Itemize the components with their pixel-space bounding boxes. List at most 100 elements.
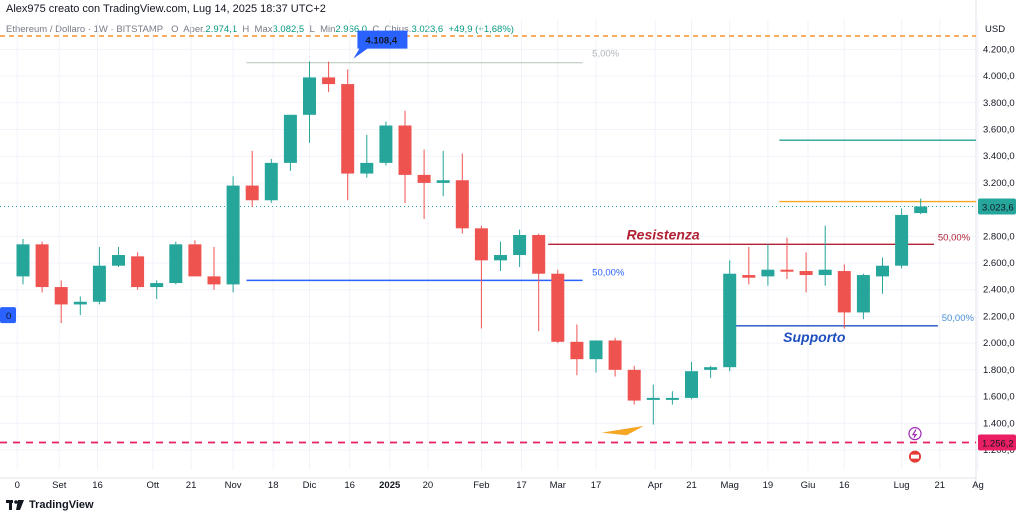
y-tick-label: 3.600,0 [983, 124, 1015, 135]
y-tick-label: 2.600,0 [983, 258, 1015, 269]
candle-body [895, 214, 909, 266]
arrow-icon [601, 425, 644, 436]
candle-body [379, 125, 393, 163]
currency-label: USD [985, 24, 1005, 35]
fib-mid-label: 50,00% [592, 267, 625, 278]
legend-high-label: H [242, 24, 250, 35]
candle-body [188, 244, 202, 277]
candle-body [207, 276, 221, 285]
candle-body [226, 185, 240, 285]
candle-body [73, 301, 87, 305]
lightning-glyph [911, 429, 918, 438]
candle-body [341, 84, 355, 174]
candle-body [35, 244, 49, 288]
candle-body [761, 269, 775, 277]
y-tick-label: 1.200,0 [983, 445, 1015, 456]
y-tick-label: 4.000,0 [983, 71, 1015, 82]
y-tick-label: 3.800,0 [983, 98, 1015, 109]
candle-body [589, 340, 603, 360]
legend-low: 2.966,0 [335, 24, 368, 35]
high-tag: 4.108,4 [365, 36, 397, 47]
x-tick-label: Giu [801, 480, 816, 491]
x-tick-label: Feb [473, 480, 489, 491]
candle-body [322, 77, 336, 85]
low-line-tag: 1.256,2 [982, 438, 1014, 449]
tradingview-logo-icon [6, 500, 24, 510]
candle-body [417, 174, 431, 183]
tradingview-footer[interactable]: TradingView [6, 499, 94, 511]
x-tick-label: 16 [92, 480, 103, 491]
time-axis: 0 Set 16 Ott 21 Nov 18 Dic 16 2025 20 Feb 17 Mar 17 Apr… [15, 480, 984, 491]
x-tick-label: Apr [648, 480, 663, 491]
x-tick-label: 21 [686, 480, 697, 491]
current-price-tag: 3.023,6 [982, 202, 1014, 213]
lightning-icon [908, 427, 922, 441]
candle-body [360, 162, 374, 174]
candle-body [627, 369, 641, 401]
candle-body [742, 275, 756, 278]
candle-body [837, 271, 851, 313]
y-tick-label: 3.400,0 [983, 151, 1015, 162]
y-tick-label: 1.400,0 [983, 418, 1015, 429]
resistance-label: Resistenza [627, 226, 700, 242]
fib-sup-label: 50,00% [942, 313, 975, 324]
candle-body [704, 367, 718, 370]
candle-body [16, 244, 30, 277]
x-tick-label: 0 [15, 480, 20, 491]
x-tick-label: Nov [225, 480, 242, 491]
y-tick-label: 2.400,0 [983, 285, 1015, 296]
candle-body [551, 273, 565, 342]
x-tick-label: 18 [268, 480, 279, 491]
candle-body [131, 256, 145, 288]
legend-high: 3.082,5 [272, 24, 305, 35]
chart-attribution: Alex975 creato con TradingView.com, Lug … [6, 3, 326, 15]
x-tick-label: 17 [591, 480, 602, 491]
x-tick-label: 16 [839, 480, 850, 491]
fib-top-label: 5,00% [592, 49, 619, 60]
x-tick-label: 21 [935, 480, 946, 491]
tradingview-brand: TradingView [29, 499, 94, 511]
candle-body [92, 265, 106, 302]
candle-body [799, 271, 813, 276]
candle-body [646, 397, 660, 400]
fib-res-label: 50,00% [938, 232, 971, 243]
candle-body [608, 340, 622, 370]
legend-high-prefix: Max [254, 24, 273, 35]
x-tick-label: Dic [303, 480, 317, 491]
candle-body [169, 244, 183, 284]
candle-body [150, 283, 164, 288]
candlestick-series [16, 61, 928, 425]
x-tick-label: Set [52, 480, 67, 491]
y-tick-label: 3.200,0 [983, 178, 1015, 189]
chart-drawings: 5,00% 50,00% Resistenza 50,00% Supporto 50,00… [0, 35, 976, 444]
candle-body [876, 265, 889, 277]
candle-body [398, 125, 412, 175]
candle-body [914, 206, 928, 214]
candle-body [723, 273, 737, 368]
candle-body [494, 255, 507, 261]
y-tick-label: 2.200,0 [983, 311, 1015, 322]
y-tick-label: 2.800,0 [983, 231, 1015, 242]
high-tag-bg [353, 30, 408, 59]
legend-open: 2.974,1 [205, 24, 238, 35]
x-tick-label: Ag [972, 480, 984, 491]
x-tick-label: 16 [344, 480, 355, 491]
legend-close: 3.023,6 [411, 24, 444, 35]
legend-symbol: Ethereum / Dollaro · 1W · BITSTAMP [6, 24, 164, 35]
y-tick-label: 2.000,0 [983, 338, 1015, 349]
candle-body [54, 287, 68, 305]
current-price-tag-bg [978, 198, 1016, 215]
x-tick-label: Ott [147, 480, 160, 491]
y-tick-label: 4.200,0 [983, 44, 1015, 55]
legend-low-label: L [309, 24, 315, 35]
candle-body [264, 162, 278, 201]
candle-body [570, 341, 584, 360]
y-tick-label: 1.600,0 [983, 392, 1015, 403]
x-tick-label: 21 [186, 480, 197, 491]
x-tick-label: 17 [516, 480, 527, 491]
x-tick-label: Lug [894, 480, 910, 491]
x-tick-label: Mag [720, 480, 738, 491]
y-tick-label: 1.800,0 [983, 365, 1015, 376]
price-tags: 3.023,6 1.256,2 0 4.108,4 [0, 30, 1016, 463]
